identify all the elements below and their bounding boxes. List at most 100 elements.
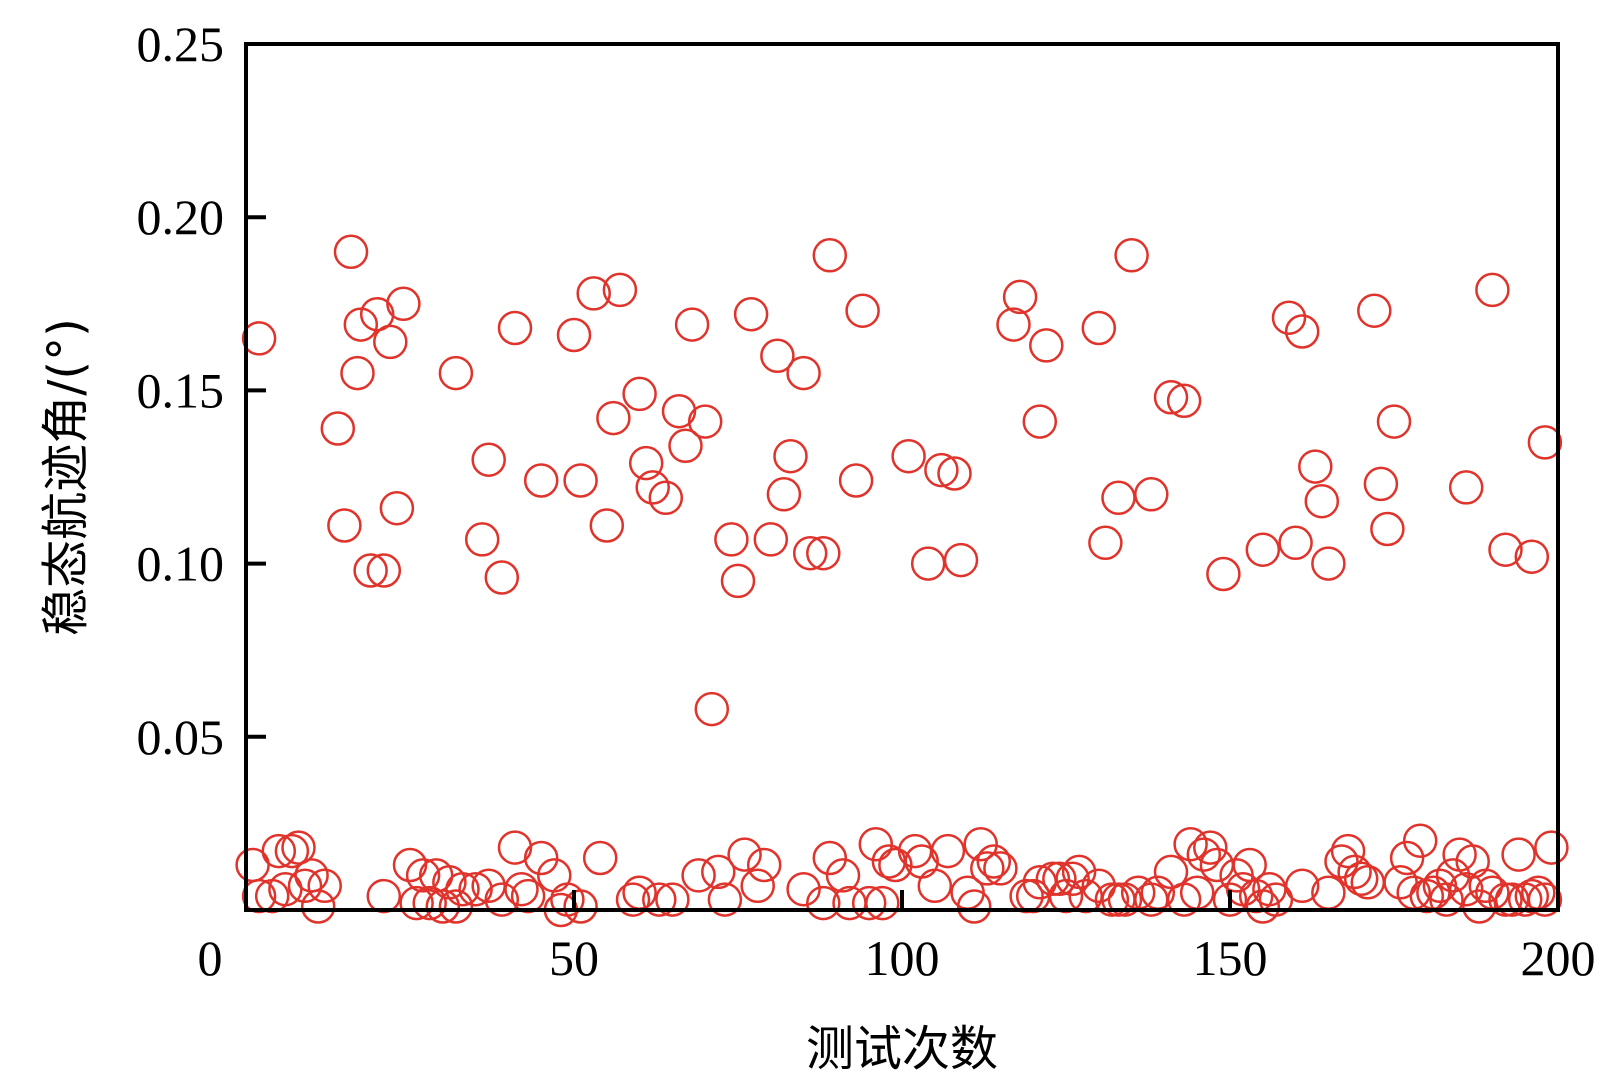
x-tick-label: 50 <box>549 930 599 986</box>
data-point <box>458 871 493 907</box>
data-point <box>1298 449 1333 484</box>
data-point <box>753 522 789 557</box>
data-point <box>523 463 559 498</box>
data-point <box>333 234 369 270</box>
data-point <box>1311 546 1346 581</box>
data-point <box>582 840 618 876</box>
y-tick-label: 0.25 <box>137 16 225 72</box>
data-point <box>307 868 342 904</box>
data-point <box>812 238 848 273</box>
data-point <box>1448 470 1484 505</box>
data-point <box>760 338 795 374</box>
data-point <box>812 840 848 876</box>
data-point <box>970 851 1005 886</box>
data-point <box>786 871 821 907</box>
data-point <box>1304 483 1340 519</box>
data-point <box>1363 466 1399 502</box>
data-point <box>1048 878 1084 914</box>
data-point <box>976 844 1012 879</box>
data-point <box>373 324 408 360</box>
data-point <box>766 477 802 512</box>
data-point <box>792 535 828 571</box>
data-point <box>1514 539 1550 574</box>
data-point <box>845 293 880 328</box>
data-point <box>537 858 572 893</box>
data-point <box>1501 837 1536 872</box>
data-point <box>661 393 697 429</box>
y-tick-label: 0.05 <box>137 709 225 765</box>
data-point <box>1357 293 1392 328</box>
data-point <box>891 438 926 474</box>
data-point <box>241 321 277 356</box>
data-point <box>576 276 611 311</box>
data-point <box>497 310 533 346</box>
data-point <box>1271 300 1307 335</box>
data-point <box>1284 314 1320 349</box>
data-point <box>983 851 1018 886</box>
data-point <box>1284 868 1320 904</box>
data-point <box>1429 882 1464 917</box>
data-point <box>602 272 638 308</box>
data-point <box>484 882 520 917</box>
data-point <box>1022 404 1058 439</box>
data-point <box>261 833 297 869</box>
data-point <box>1055 861 1090 897</box>
data-point <box>1534 830 1569 865</box>
data-point <box>838 463 874 498</box>
data-point <box>359 296 395 332</box>
data-point <box>1245 532 1281 567</box>
data-point <box>1343 861 1379 897</box>
data-point <box>320 411 356 446</box>
data-point <box>1042 861 1077 897</box>
data-point <box>1278 525 1313 561</box>
data-point <box>504 871 539 907</box>
data-point <box>1153 854 1189 890</box>
data-point <box>1514 878 1550 914</box>
data-point <box>1206 556 1241 592</box>
x-axis-title: 测试次数 <box>806 1021 998 1077</box>
data-point <box>1389 840 1425 876</box>
data-point <box>1173 826 1208 862</box>
data-point <box>1114 238 1149 273</box>
data-point <box>556 317 592 353</box>
data-point <box>714 522 749 557</box>
data-point <box>392 847 428 883</box>
data-point <box>405 858 441 893</box>
data-point <box>497 830 533 865</box>
data-point <box>1402 823 1438 858</box>
y-axis-title: 稳态航迹角/(°) <box>38 318 94 636</box>
data-point <box>1475 272 1510 308</box>
data-point <box>1009 878 1044 914</box>
data-point <box>274 833 310 869</box>
data-point <box>340 355 375 391</box>
data-point <box>1337 854 1372 890</box>
y-tick-label: 0.20 <box>137 189 225 245</box>
data-point <box>1035 861 1071 897</box>
data-point <box>438 889 474 924</box>
data-point <box>701 854 736 890</box>
data-point <box>851 885 887 921</box>
y-tick-label: 0.15 <box>137 362 225 418</box>
data-point <box>1527 425 1563 460</box>
data-point <box>1061 854 1097 890</box>
data-point <box>865 885 900 921</box>
data-point <box>563 889 598 924</box>
data-point <box>1435 858 1471 893</box>
data-point <box>963 826 998 862</box>
data-point <box>425 889 461 924</box>
data-point <box>687 404 723 439</box>
data-point <box>1101 480 1136 516</box>
data-point <box>1488 532 1523 567</box>
data-point <box>353 553 388 588</box>
data-point <box>1081 310 1117 346</box>
data-point <box>1462 889 1497 924</box>
data-point <box>746 847 782 883</box>
data-point <box>858 826 894 862</box>
x-tick-label: 0 <box>198 930 223 986</box>
data-point <box>1153 380 1189 415</box>
data-point <box>399 885 434 921</box>
data-point <box>1370 511 1405 547</box>
data-point <box>464 522 500 557</box>
data-point <box>806 535 841 571</box>
